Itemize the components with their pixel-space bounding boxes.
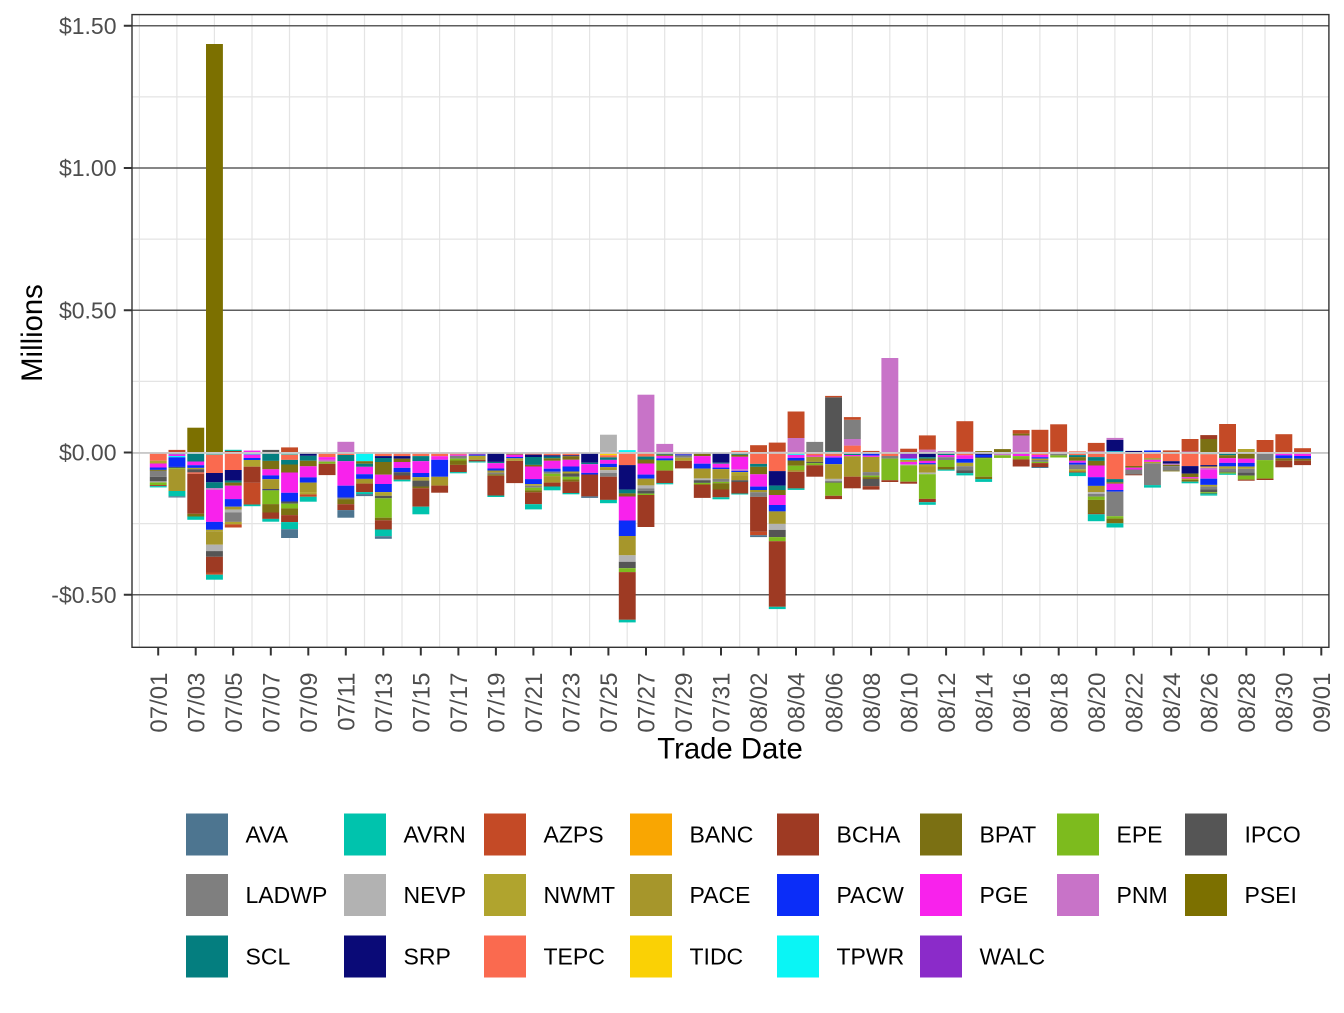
svg-text:07/17: 07/17 (446, 673, 473, 733)
svg-text:08/20: 08/20 (1084, 673, 1111, 733)
svg-text:07/09: 07/09 (296, 673, 323, 733)
svg-text:PNM: PNM (1117, 882, 1168, 908)
svg-text:AVA: AVA (246, 822, 289, 848)
svg-text:08/08: 08/08 (859, 673, 886, 733)
svg-text:07/27: 07/27 (634, 673, 661, 733)
svg-text:07/31: 07/31 (709, 673, 736, 733)
svg-text:$0.50: $0.50 (59, 297, 117, 323)
svg-text:07/01: 07/01 (146, 673, 173, 733)
svg-text:BCHA: BCHA (837, 822, 902, 848)
svg-text:07/23: 07/23 (559, 673, 586, 733)
svg-text:08/18: 08/18 (1046, 673, 1073, 733)
svg-text:07/15: 07/15 (409, 673, 436, 733)
svg-text:IPCO: IPCO (1245, 822, 1301, 848)
svg-text:08/06: 08/06 (821, 673, 848, 733)
svg-text:Millions: Millions (16, 284, 49, 382)
svg-text:BANC: BANC (690, 822, 754, 848)
svg-text:$0.00: $0.00 (59, 440, 117, 466)
svg-text:BPAT: BPAT (980, 822, 1037, 848)
svg-text:AVRN: AVRN (404, 822, 466, 848)
svg-text:SRP: SRP (404, 944, 451, 970)
svg-text:07/13: 07/13 (371, 673, 398, 733)
svg-text:-$0.50: -$0.50 (51, 582, 116, 608)
svg-text:PACE: PACE (690, 882, 751, 908)
svg-text:08/04: 08/04 (784, 673, 811, 733)
svg-text:08/28: 08/28 (1234, 673, 1261, 733)
svg-text:07/07: 07/07 (259, 673, 286, 733)
svg-text:07/29: 07/29 (671, 673, 698, 733)
svg-text:07/25: 07/25 (596, 673, 623, 733)
svg-text:$1.00: $1.00 (59, 155, 117, 181)
svg-text:08/14: 08/14 (971, 673, 998, 733)
svg-text:08/24: 08/24 (1159, 673, 1186, 733)
svg-text:07/11: 07/11 (334, 673, 361, 731)
svg-text:LADWP: LADWP (246, 882, 328, 908)
svg-text:08/10: 08/10 (896, 673, 923, 733)
svg-text:08/16: 08/16 (1009, 673, 1036, 733)
svg-text:08/12: 08/12 (934, 673, 961, 733)
svg-text:09/01: 09/01 (1309, 673, 1336, 733)
svg-text:AZPS: AZPS (544, 822, 604, 848)
svg-text:NEVP: NEVP (404, 882, 467, 908)
svg-text:TIDC: TIDC (690, 944, 744, 970)
svg-text:08/22: 08/22 (1121, 673, 1148, 733)
svg-text:PGE: PGE (980, 882, 1029, 908)
svg-text:07/03: 07/03 (183, 673, 210, 733)
svg-text:TEPC: TEPC (544, 944, 605, 970)
svg-text:07/19: 07/19 (484, 673, 511, 733)
svg-text:PSEI: PSEI (1245, 882, 1297, 908)
svg-text:07/05: 07/05 (221, 673, 248, 733)
svg-text:07/21: 07/21 (521, 673, 548, 733)
svg-text:08/30: 08/30 (1272, 673, 1299, 733)
svg-text:PACW: PACW (837, 882, 905, 908)
svg-text:SCL: SCL (246, 944, 291, 970)
svg-text:08/02: 08/02 (746, 673, 773, 733)
svg-text:NWMT: NWMT (544, 882, 616, 908)
svg-text:Trade Date: Trade Date (657, 733, 802, 766)
svg-text:$1.50: $1.50 (59, 13, 117, 39)
svg-text:EPE: EPE (1117, 822, 1163, 848)
svg-text:WALC: WALC (980, 944, 1046, 970)
svg-text:08/26: 08/26 (1197, 673, 1224, 733)
svg-text:TPWR: TPWR (837, 944, 905, 970)
